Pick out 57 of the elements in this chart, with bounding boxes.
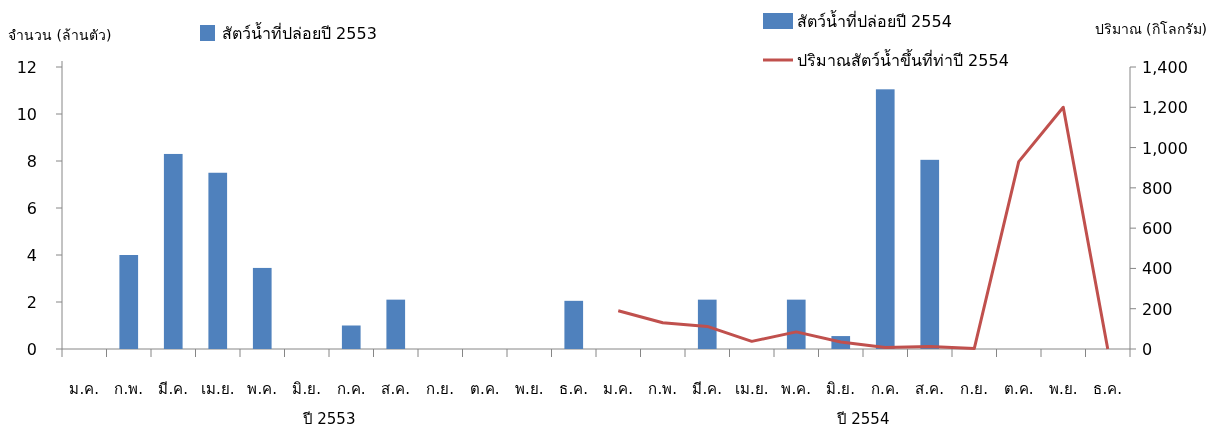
y2-tick-label: 1,400 [1142,58,1188,77]
bar [875,89,895,349]
text: ปี 2554 [835,410,890,428]
x-tick-label: ธ.ค. [559,380,589,398]
x-tick-label: ก.พ. [114,380,144,398]
y-tick-label: 6 [26,199,37,218]
bar [564,300,584,349]
y-axis-title: จำนวน (ล้านตัว) [8,27,112,43]
y-tick-label: 4 [26,246,37,265]
x-tick-label: ม.ค. [69,380,100,398]
bar [920,159,940,349]
x-tick-label: มิ.ย. [292,380,322,398]
legend-label: สัตว์น้ำที่ปล่อยปี 2554 [797,10,952,31]
legend-label: สัตว์น้ำที่ปล่อยปี 2553 [222,22,377,43]
x-tick-label: ธ.ค. [1093,380,1123,398]
x-tick-label: ต.ค. [1003,380,1034,398]
x-tick-label: พ.ค. [247,380,278,398]
bar [341,325,361,349]
x-tick-label: พ.ย. [1048,380,1078,398]
y-tick-label: 0 [26,340,37,359]
x-tick-label: มิ.ย. [826,380,856,398]
bar [208,172,228,349]
y-tick-label: 10 [16,105,37,124]
x-tick-label: มี.ค. [158,380,189,398]
y2-axis-title: ปริมาณ (กิโลกรัม) [1094,21,1207,37]
x-tick-label: ก.ค. [870,380,900,398]
bar [119,255,139,349]
y-tick-label: 2 [26,293,37,312]
x-tick-label: เม.ย. [734,380,769,398]
y2-tick-label: 1,200 [1142,98,1188,118]
bar [786,299,806,349]
y2-tick-label: 1,000 [1142,138,1188,158]
text: ปี 2553 [301,410,356,428]
x-tick-label: ก.ย. [426,380,455,398]
x-tick-label: ส.ค. [381,380,411,398]
y-tick-label: 12 [16,58,37,77]
x-tick-label: พ.ย. [514,380,544,398]
x-tick-label: ต.ค. [469,380,500,398]
bar [163,153,183,349]
y-tick-label: 8 [26,152,37,171]
y2-tick-label: 400 [1142,259,1173,279]
y2-tick-label: 0 [1142,340,1153,359]
x-tick-label: มี.ค. [692,380,723,398]
x-tick-label: ก.ค. [336,380,366,398]
x-tick-label: พ.ค. [781,380,812,398]
x-tick-label: ม.ค. [603,380,634,398]
bar [252,267,272,349]
x-tick-label: ส.ค. [915,380,945,398]
y2-tick-label: 200 [1142,299,1173,319]
x-tick-label: เม.ย. [200,380,235,398]
x-tick-label: ก.พ. [648,380,678,398]
y2-tick-label: 800 [1142,178,1173,198]
legend-label: ปริมาณสัตว์น้ำขึ้นที่ท่าปี 2554 [797,49,1009,70]
bar [386,299,406,349]
bar [697,299,717,349]
y2-tick-label: 600 [1142,219,1173,239]
x-tick-label: ก.ย. [960,380,989,398]
